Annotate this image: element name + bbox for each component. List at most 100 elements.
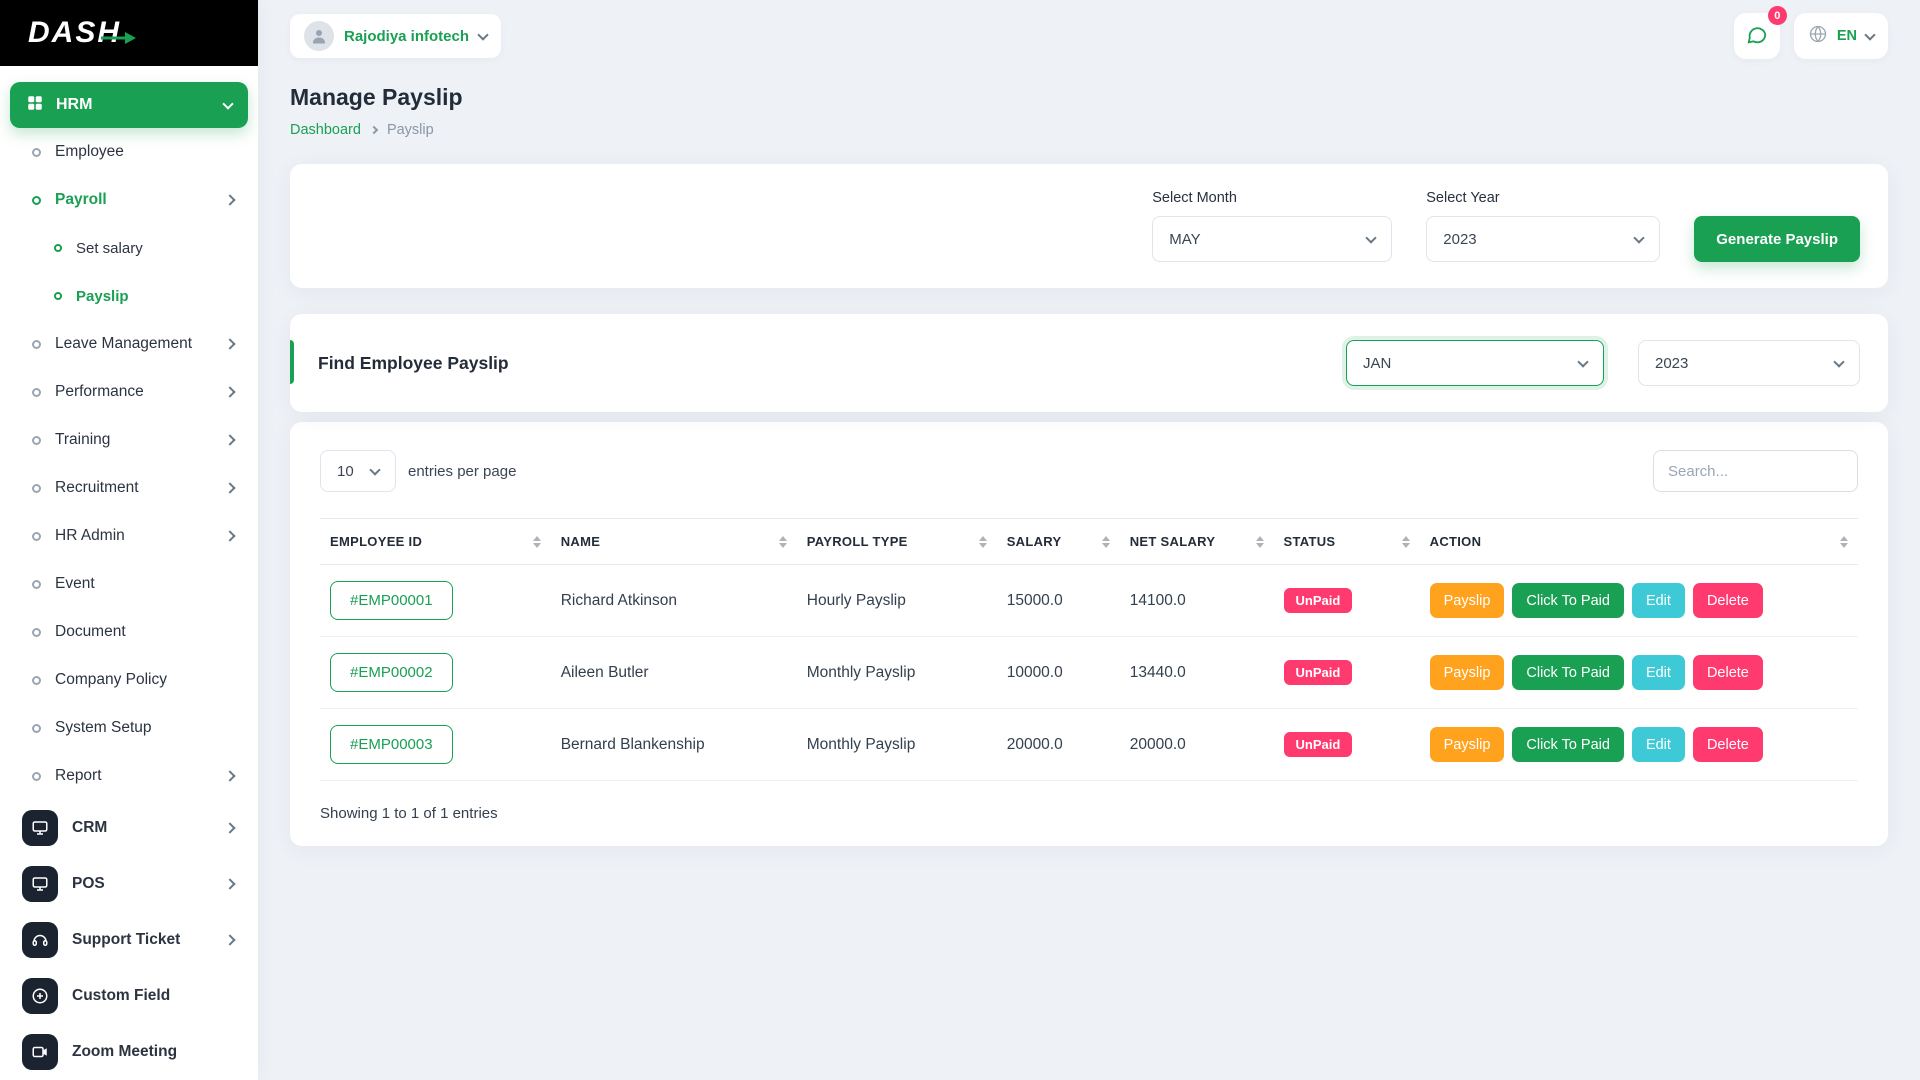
column-header-name[interactable]: NAME [550, 518, 797, 565]
table-row: #EMP00001 Richard Atkinson Hourly Paysli… [320, 564, 1858, 637]
employee-id-button[interactable]: #EMP00003 [330, 725, 453, 764]
sidebar-item-payslip[interactable]: Payslip [10, 272, 248, 320]
sidebar-item-hrm[interactable]: HRM [10, 82, 248, 128]
action-cell: Payslip Click To Paid Edit Delete [1419, 708, 1858, 781]
circle-icon [32, 195, 41, 205]
sort-icon [1401, 535, 1410, 548]
sort-icon [778, 535, 787, 548]
sidebar-item-training[interactable]: Training [10, 416, 248, 464]
generate-month-select[interactable]: MAY [1152, 216, 1393, 262]
chevron-right-icon [224, 770, 236, 782]
generate-payslip-button[interactable]: Generate Payslip [1694, 216, 1860, 262]
sidebar-item-company-policy[interactable]: Company Policy [10, 656, 248, 704]
chevron-right-icon [224, 878, 236, 890]
language-selector[interactable]: EN [1793, 13, 1888, 59]
chevron-down-icon [1864, 28, 1876, 41]
circle-icon [54, 244, 62, 252]
column-header-action[interactable]: ACTION [1419, 518, 1858, 565]
edit-button[interactable]: Edit [1631, 655, 1685, 690]
select-year-label: Select Year [1426, 190, 1500, 206]
page-head: Manage Payslip Dashboard Payslip [290, 84, 1888, 138]
employee-id-button[interactable]: #EMP00001 [330, 581, 453, 620]
column-header-employee-id[interactable]: EMPLOYEE ID [320, 518, 551, 565]
sidebar-item-leave-management[interactable]: Leave Management [10, 320, 248, 368]
column-header-payroll-type[interactable]: PAYROLL TYPE [796, 518, 997, 565]
column-header-net-salary[interactable]: NET SALARY [1119, 518, 1274, 565]
sort-icon [1255, 535, 1264, 548]
sidebar-item-hr-admin[interactable]: HR Admin [10, 512, 248, 560]
status-cell: UnPaid [1273, 708, 1420, 781]
employee-id-button[interactable]: #EMP00002 [330, 653, 453, 692]
click-to-paid-button[interactable]: Click To Paid [1512, 727, 1624, 762]
circle-icon [32, 579, 41, 589]
search-input[interactable] [1653, 450, 1858, 492]
entries-per-page-select[interactable]: 10 [320, 450, 396, 492]
chevron-right-icon [224, 482, 236, 494]
circle-icon [32, 147, 41, 157]
sidebar-item-payroll[interactable]: Payroll [10, 176, 248, 224]
breadcrumb-dashboard-link[interactable]: Dashboard [290, 122, 361, 138]
sidebar: DASH HRM Employee Payroll Set salary [0, 0, 258, 1080]
sidebar-item-zoom-meeting[interactable]: Zoom Meeting [10, 1024, 248, 1080]
delete-button[interactable]: Delete [1692, 583, 1763, 618]
chevron-down-icon [222, 97, 234, 110]
column-header-status[interactable]: STATUS [1273, 518, 1420, 565]
sidebar-item-system-setup[interactable]: System Setup [10, 704, 248, 752]
salary-cell: 15000.0 [996, 564, 1120, 637]
messages-button[interactable]: 0 [1733, 6, 1787, 59]
column-header-salary[interactable]: SALARY [996, 518, 1120, 565]
chevron-right-icon [369, 125, 379, 135]
plus-circle-icon [22, 978, 58, 1014]
topbar: Rajodiya infotech 0 EN [290, 0, 1888, 72]
sidebar-item-report[interactable]: Report [10, 752, 248, 800]
payslip-button[interactable]: Payslip [1429, 727, 1505, 762]
payroll-type-cell: Hourly Payslip [796, 564, 997, 637]
table-row: #EMP00002 Aileen Butler Monthly Payslip … [320, 636, 1858, 709]
grid-icon [26, 94, 44, 117]
circle-icon [32, 387, 41, 397]
delete-button[interactable]: Delete [1692, 727, 1763, 762]
find-payslip-title: Find Employee Payslip [318, 352, 509, 373]
breadcrumb-current: Payslip [386, 122, 434, 138]
name-cell: Bernard Blankenship [550, 708, 797, 781]
sidebar-item-support-ticket[interactable]: Support Ticket [10, 912, 248, 968]
action-cell: Payslip Click To Paid Edit Delete [1419, 636, 1858, 709]
sidebar-item-document[interactable]: Document [10, 608, 248, 656]
delete-button[interactable]: Delete [1692, 655, 1763, 690]
company-selector[interactable]: Rajodiya infotech [290, 14, 502, 58]
sidebar-item-recruitment[interactable]: Recruitment [10, 464, 248, 512]
sidebar-item-set-salary[interactable]: Set salary [10, 224, 248, 272]
language-code: EN [1836, 28, 1857, 44]
find-year-select[interactable]: 2023 [1638, 340, 1860, 386]
chevron-down-icon [477, 28, 489, 41]
generate-year-select[interactable]: 2023 [1426, 216, 1661, 262]
circle-icon [32, 771, 41, 781]
generate-payslip-card: Select Month MAY Select Year 2023 Genera… [290, 164, 1888, 288]
chevron-down-icon [1633, 231, 1645, 244]
app-logo[interactable]: DASH [0, 0, 258, 66]
click-to-paid-button[interactable]: Click To Paid [1512, 655, 1624, 690]
table-row: #EMP00003 Bernard Blankenship Monthly Pa… [320, 708, 1858, 781]
sort-icon [1840, 535, 1848, 548]
sidebar-item-crm[interactable]: CRM [10, 800, 248, 856]
sidebar-item-event[interactable]: Event [10, 560, 248, 608]
sidebar-item-employee[interactable]: Employee [10, 128, 248, 176]
payslip-button[interactable]: Payslip [1429, 583, 1505, 618]
find-month-select[interactable]: JAN [1346, 340, 1604, 386]
chevron-right-icon [224, 338, 236, 350]
edit-button[interactable]: Edit [1631, 727, 1685, 762]
edit-button[interactable]: Edit [1631, 583, 1685, 618]
monitor-icon [22, 866, 58, 902]
sidebar-item-pos[interactable]: POS [10, 856, 248, 912]
click-to-paid-button[interactable]: Click To Paid [1512, 583, 1624, 618]
select-month-label: Select Month [1152, 190, 1237, 206]
chevron-right-icon [224, 530, 236, 542]
sidebar-item-performance[interactable]: Performance [10, 368, 248, 416]
payslip-button[interactable]: Payslip [1429, 655, 1505, 690]
page-title: Manage Payslip [290, 84, 463, 110]
breadcrumb: Dashboard Payslip [290, 122, 1888, 138]
sidebar-item-custom-field[interactable]: Custom Field [10, 968, 248, 1024]
net-salary-cell: 14100.0 [1119, 564, 1274, 637]
circle-icon [32, 435, 41, 445]
table-summary: Showing 1 to 1 of 1 entries [320, 805, 498, 822]
